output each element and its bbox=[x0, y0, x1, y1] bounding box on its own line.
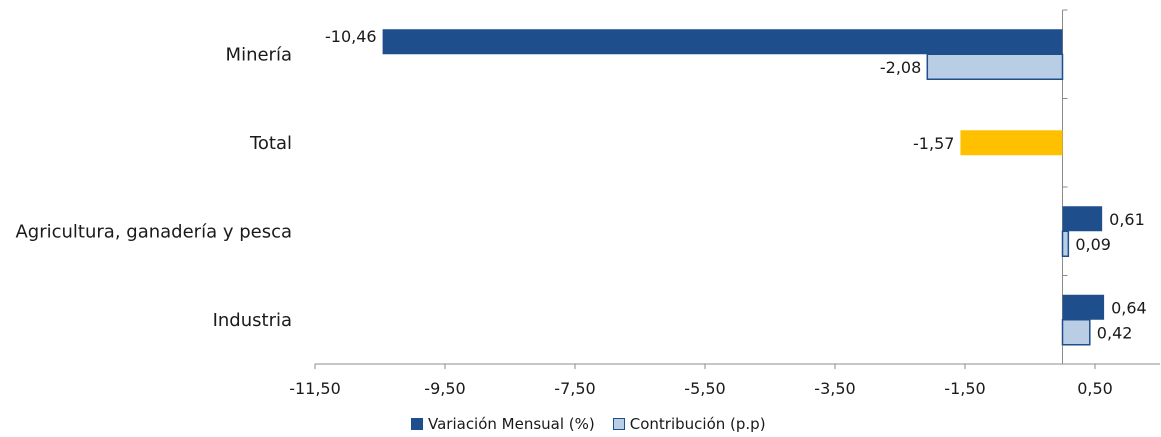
data-label-2-0: 0,61 bbox=[1109, 210, 1145, 229]
x-tick-label-3: -5,50 bbox=[684, 379, 725, 398]
bar-3-series-1 bbox=[1061, 319, 1091, 346]
legend: Variación Mensual (%) Contribución (p.p) bbox=[411, 414, 784, 434]
data-label-0-0: -10,46 bbox=[325, 27, 377, 46]
x-tick-label-4: -3,50 bbox=[814, 379, 855, 398]
x-tick-label-1: -9,50 bbox=[424, 379, 465, 398]
data-label-1-2: -1,57 bbox=[913, 134, 954, 153]
category-label-2: Agricultura, ganadería y pesca bbox=[15, 221, 292, 242]
x-tick-label-0: -11,50 bbox=[289, 379, 341, 398]
data-label-0-1: -2,08 bbox=[880, 58, 921, 77]
bar-2-series-0 bbox=[1062, 206, 1103, 232]
category-label-1: Total bbox=[249, 133, 292, 154]
x-tick-label-2: -7,50 bbox=[554, 379, 595, 398]
x-tick-label-6: 0,50 bbox=[1077, 379, 1113, 398]
bar-2-series-1 bbox=[1061, 230, 1070, 257]
legend-label-variacion: Variación Mensual (%) bbox=[428, 415, 595, 433]
legend-swatch-contribucion bbox=[612, 418, 625, 430]
legend-label-contribucion: Contribución (p.p) bbox=[629, 415, 766, 433]
bar-3-series-0 bbox=[1062, 294, 1105, 320]
bar-0-series-0 bbox=[382, 29, 1063, 55]
bar-0-series-1 bbox=[926, 53, 1064, 80]
legend-item-variacion: Variación Mensual (%) bbox=[411, 415, 595, 433]
category-label-3: Industria bbox=[213, 310, 292, 331]
x-tick-label-5: -1,50 bbox=[944, 379, 985, 398]
data-label-2-1: 0,09 bbox=[1075, 235, 1111, 254]
data-label-3-0: 0,64 bbox=[1111, 298, 1147, 317]
legend-swatch-variacion bbox=[411, 418, 423, 430]
category-label-0: Minería bbox=[226, 44, 292, 65]
bar-1-series-2 bbox=[960, 130, 1063, 156]
data-label-3-1: 0,42 bbox=[1097, 323, 1133, 342]
legend-item-contribucion: Contribución (p.p) bbox=[612, 415, 766, 433]
